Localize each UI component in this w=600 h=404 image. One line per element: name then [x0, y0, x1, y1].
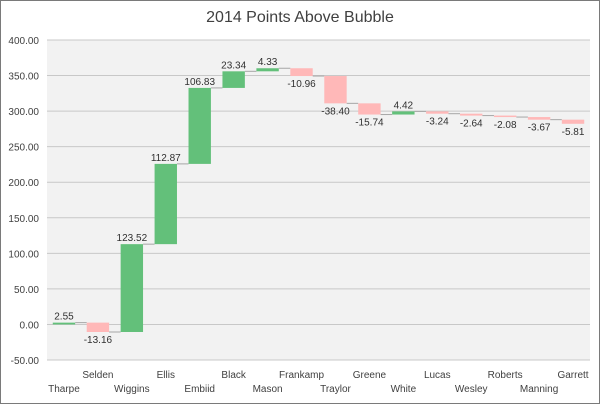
data-label: 4.42 [394, 100, 414, 111]
bar [290, 68, 313, 77]
bar [188, 87, 211, 164]
y-tick-label: 350.00 [8, 72, 39, 83]
data-label: 112.87 [151, 153, 181, 164]
bar [561, 119, 585, 124]
data-label: -15.74 [355, 118, 384, 129]
category-label: Garrett [557, 370, 588, 381]
category-label: Wiggins [114, 384, 150, 395]
category-label: Roberts [488, 370, 523, 381]
data-label: -3.24 [426, 117, 449, 128]
y-tick-label: 50.00 [14, 285, 39, 296]
data-label: -5.81 [562, 127, 585, 138]
data-label: 23.34 [221, 60, 246, 71]
y-tick-label: 150.00 [8, 214, 39, 225]
category-label: Ellis [157, 370, 175, 381]
bar [324, 76, 347, 104]
data-label: 4.33 [258, 57, 278, 68]
y-tick-label: 200.00 [8, 178, 39, 189]
data-label: -2.08 [494, 120, 517, 131]
bar [460, 113, 483, 116]
bar [52, 322, 76, 325]
category-label: Tharpe [48, 384, 80, 395]
y-tick-label: 100.00 [8, 249, 39, 260]
category-label: Lucas [424, 370, 451, 381]
bar [256, 68, 279, 72]
category-label: White [391, 384, 417, 395]
category-label: Greene [353, 370, 387, 381]
category-label: Wesley [455, 384, 488, 395]
chart-title: 2014 Points Above Bubble [206, 9, 394, 26]
data-label: -38.40 [321, 106, 350, 117]
data-label: -10.96 [287, 79, 316, 90]
category-label: Embiid [184, 384, 215, 395]
data-label: 106.83 [184, 77, 215, 88]
data-label: -3.67 [528, 123, 551, 134]
bar [358, 103, 381, 115]
bar [154, 163, 177, 245]
bar [493, 115, 517, 118]
data-label: -13.16 [84, 335, 113, 346]
data-label: 2.55 [54, 312, 74, 323]
category-label: Manning [520, 384, 558, 395]
bar [222, 71, 245, 88]
y-tick-label: 300.00 [8, 107, 39, 118]
category-label: Black [221, 370, 246, 381]
category-label: Selden [82, 370, 113, 381]
bar [426, 111, 449, 114]
category-label: Traylor [320, 384, 351, 395]
data-label: -2.64 [460, 119, 483, 130]
category-label: Frankamp [279, 370, 324, 381]
data-label: 123.52 [117, 233, 148, 244]
bar [86, 322, 110, 332]
bar [120, 244, 144, 332]
y-tick-label: 0.00 [20, 320, 40, 331]
category-label: Mason [253, 384, 283, 395]
y-tick-label: -50.00 [11, 356, 40, 367]
y-tick-label: 400.00 [8, 36, 39, 47]
bar [527, 117, 551, 120]
y-tick-label: 250.00 [8, 143, 39, 154]
bar [392, 111, 415, 115]
